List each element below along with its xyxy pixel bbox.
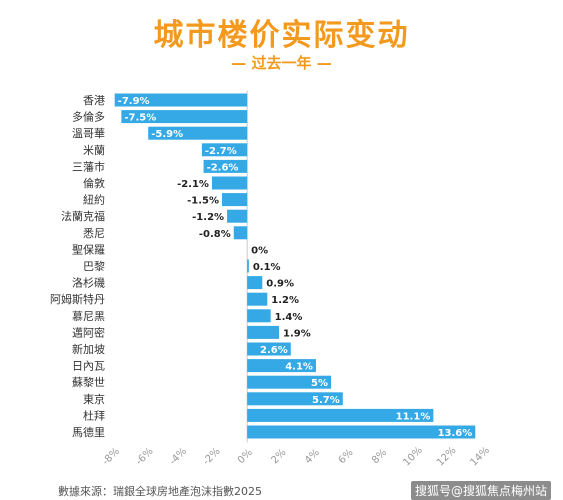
bar [247,359,316,373]
x-tick-label: 0% [236,447,255,466]
category-label: 聖保羅 [72,242,105,256]
bar [114,93,248,107]
category-label: 蘇黎世 [72,375,105,389]
data-label: 1.9% [283,328,311,339]
bar [247,392,343,406]
chart-title: 城市楼价实际变动 [153,18,410,53]
data-label: 1.2% [271,295,299,306]
category-label: 多倫多 [72,110,105,124]
category-label: 倫敦 [83,176,105,190]
bar [247,342,291,356]
bar [247,425,476,439]
category-label: 三藩市 [72,159,105,173]
data-label: -1.5% [187,196,219,207]
category-label: 新加坡 [72,342,105,356]
data-label: -2.7% [205,146,237,157]
category-label: 悉尼 [83,227,105,240]
bar [233,226,248,240]
category-label: 米蘭 [83,144,105,157]
data-label: 0% [251,245,268,256]
bar [247,325,280,339]
data-label: 2.6% [260,345,288,356]
x-tick-label: 12% [435,445,459,469]
data-label: 0.9% [266,279,294,290]
x-tick-label: -2% [201,446,223,468]
bar [247,309,271,323]
x-tick-label: 14% [468,445,492,469]
category-label: 日內瓦 [72,360,105,373]
x-tick-label: 4% [303,447,322,466]
bar [211,176,248,190]
source-note: 數據來源：瑞銀全球房地產泡沫指數2025 [58,485,262,498]
chart-subtitle: — 过去一年 — [231,54,332,72]
category-label: 阿姆斯特丹 [50,292,105,306]
x-tick-label: 2% [269,447,288,466]
data-label: 13.6% [438,428,473,439]
x-tick-label: -6% [134,446,156,468]
category-label: 慕尼黑 [72,309,105,323]
bar [121,110,248,124]
bar [222,193,248,207]
x-tick-label: -4% [168,446,190,468]
bar [247,259,249,273]
data-label: -2.6% [207,162,239,173]
data-label: 5.7% [312,395,340,406]
data-label: -0.8% [199,229,231,240]
x-tick-label: -8% [100,446,122,468]
data-label: 4.1% [285,362,313,373]
data-label: 0.1% [253,262,281,273]
category-label: 杜拜 [83,408,105,422]
bar [201,143,248,157]
bar [203,159,248,173]
category-label: 法蘭克福 [61,209,105,223]
data-label: -7.9% [118,96,150,107]
data-label: -2.1% [177,179,209,190]
category-label: 洛杉磯 [72,276,105,290]
data-label: 5% [311,378,328,389]
x-tick-label: 10% [401,445,425,469]
data-label: -5.9% [151,129,183,140]
category-label: 馬德里 [72,425,105,439]
data-label: 11.1% [396,411,431,422]
data-label: -1.2% [192,212,224,223]
bar [247,292,268,306]
category-label: 東京 [83,392,105,406]
category-label: 香港 [83,94,105,107]
x-tick-label: 8% [370,447,389,466]
bar [227,209,248,223]
category-label: 巴黎 [83,259,105,273]
category-label: 溫哥華 [72,126,105,140]
watermark: 搜狐号@搜狐焦点梅州站 [410,481,551,500]
category-label: 紐約 [83,193,105,207]
bar [148,126,248,140]
category-label: 邁阿密 [72,325,105,339]
bar [247,375,332,389]
bar [247,408,434,422]
data-label: -7.5% [124,113,156,124]
data-label: 1.4% [275,312,303,323]
bar [247,276,263,290]
x-tick-label: 6% [337,447,356,466]
